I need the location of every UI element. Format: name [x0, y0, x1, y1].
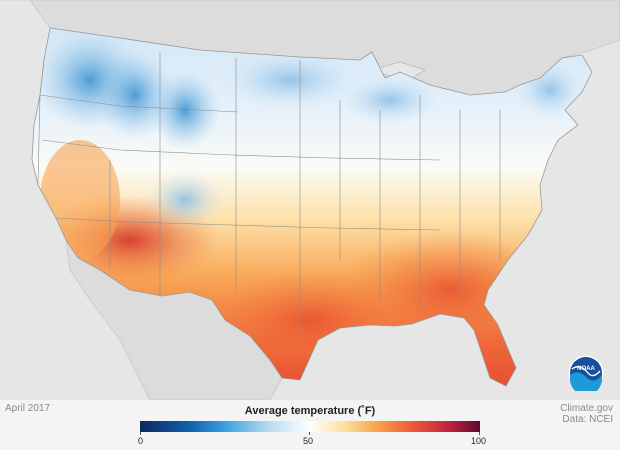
credit-data: Data: NCEI: [562, 414, 613, 425]
legend-color-bar: [140, 421, 480, 432]
state-borders: [31, 27, 593, 387]
legend-tick-label-mid: 50: [303, 436, 314, 446]
noaa-logo-text: NOAA: [577, 366, 595, 372]
temperature-map: [0, 0, 620, 400]
legend-tick-100: [479, 432, 480, 435]
legend-tick-label-max: 100: [471, 436, 487, 446]
credit-block: Climate.gov Data: NCEI: [560, 403, 613, 425]
legend-tick-0: [140, 432, 141, 435]
legend-title: Average temperature (˚F): [244, 405, 376, 417]
credit-source: Climate.gov: [560, 403, 613, 414]
legend-tick-label-min: 0: [138, 436, 144, 446]
noaa-logo-icon: NOAA: [568, 355, 604, 391]
legend-tick-50: [309, 432, 310, 435]
map-panel: [0, 0, 620, 400]
date-label: April 2017: [5, 403, 51, 414]
